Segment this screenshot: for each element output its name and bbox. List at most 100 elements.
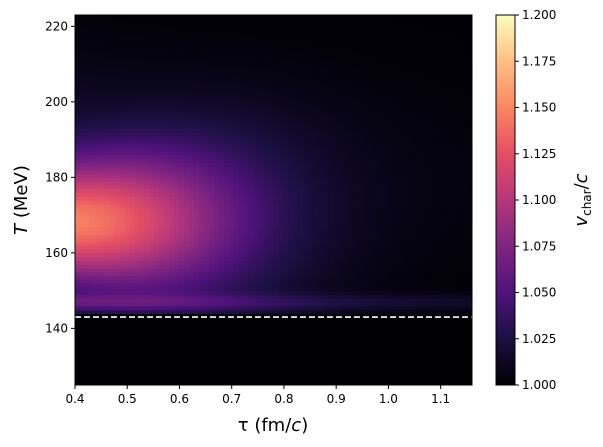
heatmap-cell: [75, 139, 81, 144]
heatmap-cell: [139, 64, 146, 69]
heatmap-cell: [303, 181, 309, 186]
heatmap-cell: [303, 351, 309, 356]
heatmap-cell: [278, 335, 285, 341]
heatmap-cell: [243, 147, 250, 152]
heatmap-cell: [119, 347, 126, 352]
heatmap-cell: [223, 75, 230, 80]
heatmap-cell: [303, 90, 309, 95]
heatmap-cell: [288, 237, 294, 243]
heatmap-cell: [84, 324, 91, 329]
heatmap-cell: [124, 222, 131, 228]
heatmap-cell: [248, 328, 255, 333]
heatmap-cell: [273, 37, 280, 43]
heatmap-cell: [159, 33, 165, 39]
heatmap-cell: [288, 98, 294, 103]
heatmap-cell: [119, 30, 126, 35]
heatmap-cell: [213, 373, 220, 379]
heatmap-cell: [179, 196, 185, 201]
heatmap-cell: [139, 196, 146, 201]
heatmap-cell: [89, 230, 96, 235]
heatmap-cell: [199, 207, 205, 212]
heatmap-cell: [139, 128, 146, 133]
heatmap-cell: [303, 150, 309, 156]
heatmap-cell: [268, 75, 275, 80]
heatmap-cell: [174, 162, 180, 167]
heatmap-cell: [268, 256, 275, 262]
heatmap-cell: [263, 82, 270, 88]
heatmap-cell: [308, 98, 314, 103]
heatmap-cell: [114, 260, 121, 265]
heatmap-cell: [134, 181, 141, 186]
heatmap-cell: [263, 313, 270, 318]
heatmap-cell: [323, 249, 329, 254]
heatmap-cell: [104, 162, 111, 167]
heatmap-cell: [313, 275, 319, 280]
heatmap-cell: [174, 143, 180, 148]
heatmap-cell: [204, 264, 210, 269]
heatmap-cell: [124, 139, 131, 144]
heatmap-cell: [213, 215, 220, 220]
heatmap-cell: [253, 22, 260, 27]
heatmap-cell: [243, 135, 250, 141]
heatmap-cell: [99, 173, 106, 178]
heatmap-cell: [134, 305, 141, 311]
heatmap-cell: [323, 347, 329, 352]
heatmap-cell: [144, 109, 151, 114]
heatmap-cell: [273, 373, 280, 379]
heatmap-cell: [283, 200, 289, 205]
heatmap-cell: [268, 139, 275, 144]
heatmap-cell: [238, 18, 245, 24]
heatmap-cell: [144, 101, 151, 107]
heatmap-cell: [204, 275, 210, 280]
heatmap-cell: [238, 147, 245, 152]
heatmap-cell: [228, 298, 235, 303]
heatmap-cell: [318, 358, 324, 363]
heatmap-cell: [84, 320, 91, 326]
heatmap-cell: [323, 256, 329, 262]
heatmap-cell: [233, 15, 240, 20]
heatmap-cell: [119, 313, 126, 318]
heatmap-cell: [223, 305, 230, 311]
heatmap-cell: [75, 309, 81, 314]
heatmap-cell: [129, 94, 136, 99]
heatmap-cell: [84, 267, 91, 273]
heatmap-cell: [273, 98, 280, 103]
heatmap-cell: [298, 283, 304, 288]
heatmap-cell: [223, 173, 230, 178]
heatmap-cell: [283, 37, 289, 43]
heatmap-cell: [293, 98, 299, 103]
heatmap-cell: [293, 343, 299, 348]
heatmap-cell: [189, 362, 195, 367]
heatmap-cell: [179, 218, 185, 224]
heatmap-cell: [129, 283, 136, 288]
heatmap-cell: [238, 196, 245, 201]
heatmap-cell: [84, 358, 91, 363]
heatmap-cell: [159, 48, 165, 54]
heatmap-cell: [109, 132, 116, 137]
heatmap-cell: [75, 275, 81, 280]
heatmap-cell: [293, 252, 299, 258]
heatmap-cell: [323, 162, 329, 167]
heatmap-cell: [134, 82, 141, 88]
heatmap-cell: [179, 173, 185, 178]
heatmap-cell: [248, 48, 255, 54]
heatmap-cell: [238, 362, 245, 367]
heatmap-cell: [303, 15, 309, 20]
heatmap-cell: [263, 90, 270, 95]
heatmap-cell: [223, 18, 230, 24]
heatmap-cell: [233, 26, 240, 31]
heatmap-cell: [159, 154, 165, 160]
heatmap-cell: [89, 362, 96, 367]
heatmap-cell: [99, 56, 106, 61]
heatmap-cell: [89, 139, 96, 144]
heatmap-cell: [189, 181, 195, 186]
heatmap-cell: [268, 335, 275, 341]
heatmap-cell: [263, 362, 270, 367]
heatmap-cell: [199, 147, 205, 152]
heatmap-cell: [124, 252, 131, 258]
heatmap-cell: [79, 343, 86, 348]
heatmap-cell: [228, 381, 235, 385]
heatmap-cell: [268, 15, 275, 20]
heatmap-cell: [184, 94, 190, 99]
heatmap-cell: [213, 196, 220, 201]
